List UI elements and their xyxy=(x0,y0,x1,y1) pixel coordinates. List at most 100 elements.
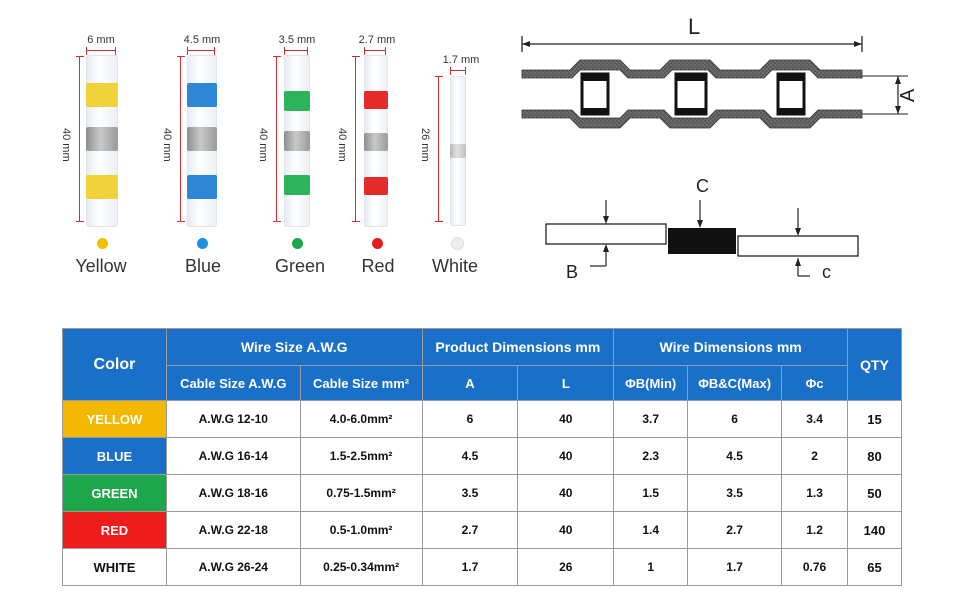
solder-ring xyxy=(364,133,388,151)
qty-cell: 80 xyxy=(847,437,902,475)
a-cell: 2.7 xyxy=(421,511,519,549)
qty-cell: 15 xyxy=(847,400,902,438)
subheader-cable-awg: Cable Size A.W.G xyxy=(165,365,301,401)
length-label: 40 mm xyxy=(257,128,269,162)
sleeve-cross-section xyxy=(521,59,863,129)
header-qty: QTY xyxy=(847,328,902,401)
connector-tube xyxy=(284,55,310,227)
length-dimension-line xyxy=(177,56,185,222)
solder-ring-band xyxy=(284,175,310,195)
color-name: Blue xyxy=(184,256,222,276)
b-min-cell: 1 xyxy=(613,548,689,586)
solder-ring xyxy=(450,144,466,158)
subheader-l: L xyxy=(517,365,615,401)
cable-mm2-cell: 0.25-0.34mm² xyxy=(299,548,423,586)
width-label: 4.5 mm xyxy=(183,34,221,46)
table-body: YELLOW A.W.G 12-10 4.0-6.0mm² 6 40 3.7 6 3.4 15 B… xyxy=(62,400,902,586)
schematic-drawing xyxy=(521,36,908,277)
cable-awg-cell: A.W.G 12-10 xyxy=(165,400,301,438)
cable-mm2-cell: 4.0-6.0mm² xyxy=(299,400,423,438)
c-cell: 2 xyxy=(781,437,848,475)
width-dimension-line xyxy=(450,67,466,75)
length-dimension-line xyxy=(76,56,84,222)
color-dot xyxy=(197,238,208,249)
a-cell: 4.5 xyxy=(421,437,519,475)
color-dot xyxy=(372,238,383,249)
c-cell: 1.3 xyxy=(781,474,848,512)
solder-ring xyxy=(86,127,118,151)
color-cell: RED xyxy=(62,511,167,549)
header-wire-dimensions: Wire Dimensions mm xyxy=(613,328,848,366)
solder-ring-band xyxy=(187,83,217,107)
subheader-cable-mm2: Cable Size mm² xyxy=(299,365,423,401)
width-dimension-line xyxy=(86,47,116,55)
table-row: GREEN A.W.G 18-16 0.75-1.5mm² 3.5 40 1.5 3.5 1.… xyxy=(62,474,902,512)
subheader-bc-max: ΦB&C(Max) xyxy=(687,365,783,401)
a-cell: 3.5 xyxy=(421,474,519,512)
cable-mm2-cell: 0.5-1.0mm² xyxy=(299,511,423,549)
label-a: A xyxy=(897,88,920,103)
cable-awg-cell: A.W.G 18-16 xyxy=(165,474,301,512)
c-cell: 3.4 xyxy=(781,400,848,438)
header-product-dimensions: Product Dimensions mm xyxy=(421,328,615,366)
solder-ring-band xyxy=(364,91,388,109)
solder-ring xyxy=(187,127,217,151)
color-name: Green xyxy=(274,256,326,276)
color-dot xyxy=(97,238,108,249)
table-row: WHITE A.W.G 26-24 0.25-0.34mm² 1.7 26 1 1.7 0.7… xyxy=(62,548,902,586)
spec-table: Color Wire Size A.W.G Product Dimensions… xyxy=(62,328,902,586)
length-dimension-line xyxy=(435,76,443,222)
label-c: C xyxy=(696,176,709,196)
color-cell: YELLOW xyxy=(62,400,167,438)
color-dot xyxy=(452,238,463,249)
connector-schematic: L A C B c xyxy=(510,0,970,305)
width-label: 6 mm xyxy=(87,34,115,46)
length-dimension-line xyxy=(273,56,281,222)
header-wire-size: Wire Size A.W.G xyxy=(165,328,423,366)
a-cell: 1.7 xyxy=(421,548,519,586)
cable-mm2-cell: 1.5-2.5mm² xyxy=(299,437,423,475)
label-c-small: c xyxy=(822,262,831,282)
bc-max-cell: 1.7 xyxy=(687,548,783,586)
bc-max-cell: 4.5 xyxy=(687,437,783,475)
width-label: 3.5 mm xyxy=(278,34,316,46)
color-dot xyxy=(292,238,303,249)
c-cell: 0.76 xyxy=(781,548,848,586)
b-min-cell: 1.4 xyxy=(613,511,689,549)
color-cell: GREEN xyxy=(62,474,167,512)
subheader-b-min: ΦB(Min) xyxy=(613,365,689,401)
cable-awg-cell: A.W.G 16-14 xyxy=(165,437,301,475)
c-cell: 1.2 xyxy=(781,511,848,549)
a-dimension xyxy=(862,75,908,115)
solder-ring-band xyxy=(364,177,388,195)
l-cell: 26 xyxy=(517,548,615,586)
bc-max-cell: 2.7 xyxy=(687,511,783,549)
table-row: YELLOW A.W.G 12-10 4.0-6.0mm² 6 40 3.7 6 3.4 15 xyxy=(62,400,902,438)
solder-ring-band xyxy=(86,83,118,107)
width-dimension-line xyxy=(364,47,386,55)
color-cell: WHITE xyxy=(62,548,167,586)
width-label: 1.7 mm xyxy=(442,54,480,66)
bc-max-cell: 6 xyxy=(687,400,783,438)
header-color: Color xyxy=(62,328,167,401)
qty-cell: 65 xyxy=(847,548,902,586)
l-cell: 40 xyxy=(517,400,615,438)
table-row: BLUE A.W.G 16-14 1.5-2.5mm² 4.5 40 2.3 4.5 2 80 xyxy=(62,437,902,475)
label-b: B xyxy=(566,262,579,282)
l-cell: 40 xyxy=(517,511,615,549)
bc-max-cell: 3.5 xyxy=(687,474,783,512)
connector-tube xyxy=(187,55,217,227)
length-dimension xyxy=(521,36,863,52)
length-dimension-line xyxy=(352,56,360,222)
length-label: 40 mm xyxy=(60,128,72,162)
connector-tube xyxy=(364,55,388,227)
length-label: 26 mm xyxy=(419,128,431,162)
width-dimension-line xyxy=(284,47,308,55)
b-min-cell: 3.7 xyxy=(613,400,689,438)
connector-tube xyxy=(450,76,466,226)
l-cell: 40 xyxy=(517,474,615,512)
width-label: 2.7 mm xyxy=(358,34,396,46)
length-label: 40 mm xyxy=(161,128,173,162)
b-min-cell: 2.3 xyxy=(613,437,689,475)
length-label: 40 mm xyxy=(336,128,348,162)
